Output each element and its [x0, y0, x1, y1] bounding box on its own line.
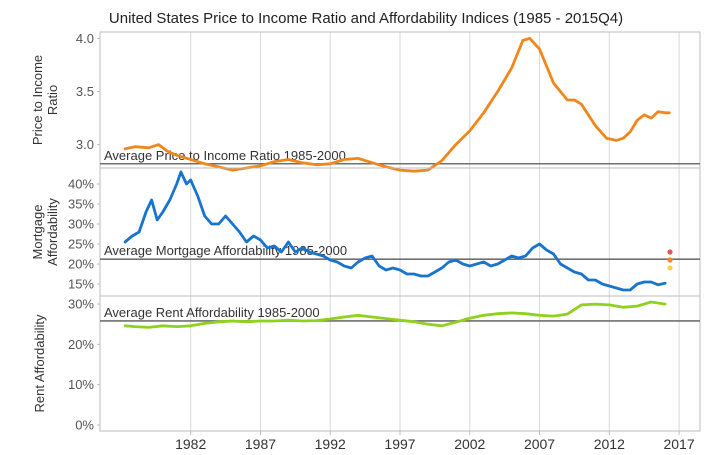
- y-axis-label-line: Rent Affordability: [32, 314, 47, 413]
- average-label-rent: Average Rent Affordability 1985-2000: [104, 305, 320, 320]
- panel-rent: 0% 10% 20% 30% Rent Affordability Average Ren…: [32, 295, 701, 432]
- x-tick-label-2007: 2007: [524, 436, 555, 452]
- y-axis-label-rent: Rent Affordability: [32, 314, 47, 413]
- panel-price: 3.0 3.5 4.0 Price to IncomeRatio Average Pri…: [30, 31, 701, 173]
- x-tick-label-1997: 1997: [384, 436, 415, 452]
- y-axis-label-mortgage: MortgageAffordability: [30, 198, 60, 266]
- y-tick-label-mortgage: 25%: [68, 237, 94, 252]
- series-line-rent: [123, 300, 667, 329]
- y-tick-label-price: 3.5: [76, 84, 94, 99]
- y-axis-label-price: Price to IncomeRatio: [30, 55, 60, 145]
- series-line-mortgage: [123, 170, 667, 292]
- legend-dot-rent: [667, 265, 673, 271]
- y-tick-label-price: 4.0: [76, 31, 94, 46]
- y-tick-label-mortgage: 30%: [68, 217, 94, 232]
- average-label-mortgage: Average Mortgage Affordability 1985-2000: [104, 243, 347, 258]
- y-tick-label-mortgage: 15%: [68, 277, 94, 292]
- y-axis-label-line: Ratio: [45, 85, 60, 115]
- x-tick-label-1982: 1982: [175, 436, 206, 452]
- legend-dot-price: [667, 249, 673, 255]
- average-label-price: Average Price to Income Ratio 1985-2000: [104, 148, 346, 163]
- x-tick-label-1992: 1992: [315, 436, 346, 452]
- y-tick-label-rent: 30%: [68, 297, 94, 312]
- y-axis-label-line: Mortgage: [30, 205, 45, 260]
- y-tick-label-price: 3.0: [76, 137, 94, 152]
- y-tick-label-rent: 10%: [68, 377, 94, 392]
- y-tick-label-mortgage: 40%: [68, 177, 94, 192]
- y-axis-label-line: Price to Income: [30, 55, 45, 145]
- x-tick-label-2012: 2012: [594, 436, 625, 452]
- chart-title: United States Price to Income Ratio and …: [109, 10, 623, 27]
- y-tick-label-rent: 0%: [75, 417, 94, 432]
- x-tick-label-2017: 2017: [663, 436, 694, 452]
- x-tick-label-1987: 1987: [245, 436, 276, 452]
- y-tick-label-rent: 20%: [68, 337, 94, 352]
- chart-panels: 3.0 3.5 4.0 Price to IncomeRatio Average Pri…: [30, 31, 701, 432]
- legend-dot-mortgage: [667, 257, 673, 263]
- y-tick-label-mortgage: 35%: [68, 197, 94, 212]
- series-line-price: [123, 37, 671, 173]
- y-axis-label-line: Affordability: [45, 198, 60, 266]
- y-tick-label-mortgage: 20%: [68, 257, 94, 272]
- x-tick-label-2002: 2002: [454, 436, 485, 452]
- x-axis: 1982 1987 1992 1997 2002 2007 2012 2017: [175, 431, 695, 452]
- panel-mortgage: 15%20%25%30%35%40%MortgageAffordability A…: [30, 167, 701, 297]
